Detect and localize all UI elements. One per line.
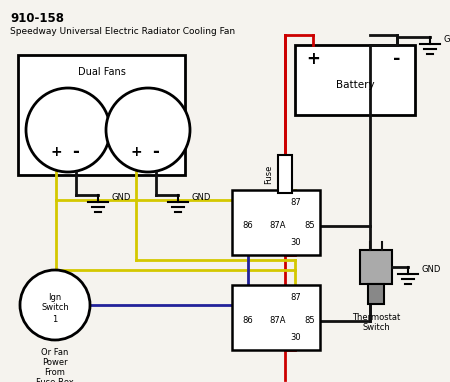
Bar bbox=[232, 190, 320, 255]
Circle shape bbox=[20, 270, 90, 340]
Text: 30: 30 bbox=[290, 238, 301, 247]
Text: 86: 86 bbox=[243, 221, 253, 230]
Text: Switch: Switch bbox=[41, 304, 69, 312]
Bar bbox=[278, 155, 292, 193]
Text: Ign: Ign bbox=[49, 293, 62, 301]
Text: 910-158: 910-158 bbox=[10, 12, 64, 25]
Bar bbox=[368, 284, 384, 304]
Text: +: + bbox=[50, 145, 62, 159]
Text: +: + bbox=[130, 145, 142, 159]
Text: 86: 86 bbox=[243, 316, 253, 325]
Text: +: + bbox=[306, 50, 320, 68]
Text: Switch: Switch bbox=[362, 323, 390, 332]
Text: 1: 1 bbox=[52, 314, 58, 324]
Text: 87A: 87A bbox=[270, 221, 286, 230]
Text: 87A: 87A bbox=[270, 316, 286, 325]
Text: 30: 30 bbox=[290, 333, 301, 342]
Text: 85: 85 bbox=[304, 316, 315, 325]
Bar bbox=[232, 285, 320, 350]
Text: -: - bbox=[72, 143, 80, 161]
Text: Power: Power bbox=[42, 358, 68, 367]
Text: -: - bbox=[153, 143, 159, 161]
Text: GND: GND bbox=[444, 36, 450, 44]
Bar bbox=[18, 55, 185, 175]
Text: Battery: Battery bbox=[336, 80, 374, 90]
Circle shape bbox=[26, 88, 110, 172]
Text: -: - bbox=[393, 50, 401, 68]
Text: From: From bbox=[45, 368, 65, 377]
Text: Or Fan: Or Fan bbox=[41, 348, 69, 357]
Text: Dual Fans: Dual Fans bbox=[77, 67, 126, 77]
Text: Thermostat: Thermostat bbox=[352, 313, 400, 322]
Text: 85: 85 bbox=[304, 221, 315, 230]
Text: Fuse Box: Fuse Box bbox=[36, 378, 74, 382]
Bar bbox=[360, 250, 392, 284]
Circle shape bbox=[106, 88, 190, 172]
Text: Fuse: Fuse bbox=[264, 164, 273, 184]
Text: 87: 87 bbox=[290, 198, 301, 207]
Text: Speedway Universal Electric Radiator Cooling Fan: Speedway Universal Electric Radiator Coo… bbox=[10, 27, 235, 36]
Text: GND: GND bbox=[192, 194, 212, 202]
Text: GND: GND bbox=[422, 265, 441, 274]
Text: 87: 87 bbox=[290, 293, 301, 302]
Text: GND: GND bbox=[112, 194, 131, 202]
Bar bbox=[295, 45, 415, 115]
